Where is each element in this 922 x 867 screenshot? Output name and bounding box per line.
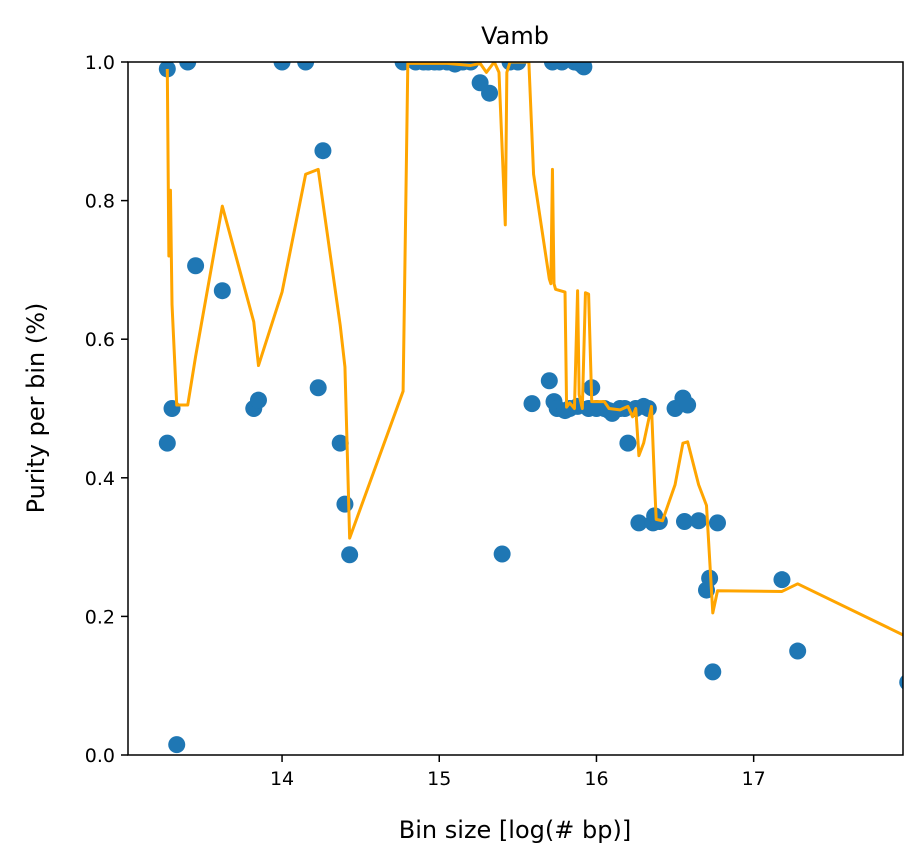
trend-line (165, 62, 903, 637)
scatter-point (575, 62, 593, 76)
scatter-point (630, 514, 648, 532)
scatter-point (158, 434, 176, 452)
y-tick-label: 1.0 (85, 52, 115, 74)
x-tick-label: 16 (584, 768, 608, 790)
scatter-point (168, 736, 186, 754)
y-tick-label: 0.4 (85, 468, 115, 490)
scatter-point (704, 663, 722, 681)
y-tick-label: 0.2 (85, 606, 115, 628)
axes-frame (127, 61, 904, 756)
scatter-point (553, 62, 571, 71)
scatter-point (493, 545, 511, 563)
scatter-point (249, 391, 267, 409)
scatter-point (899, 675, 903, 690)
scatter-point (336, 495, 354, 513)
scatter-point (297, 62, 315, 71)
y-tick-label: 0.6 (85, 329, 115, 351)
scatter-point (309, 379, 327, 397)
scatter-point (481, 84, 499, 102)
chart-title: Vamb (481, 22, 549, 50)
y-tick-label: 0.0 (85, 745, 115, 767)
x-tick-label: 17 (742, 768, 766, 790)
scatter-point (773, 571, 791, 589)
scatter-point (179, 62, 197, 71)
scatter-point (187, 257, 205, 275)
scatter-point (273, 62, 291, 71)
scatter-point (314, 142, 332, 160)
scatter-point (523, 395, 541, 413)
scatter-point (509, 62, 527, 71)
scatter-point (540, 372, 558, 390)
x-axis-label: Bin size [log(# bp)] (399, 816, 631, 844)
scatter-point (213, 282, 231, 300)
x-tick-label: 14 (270, 768, 294, 790)
scatter-point (675, 512, 693, 530)
y-axis-label: Purity per bin (%) (22, 303, 50, 514)
plot-area (158, 62, 903, 754)
scatter-point (341, 546, 359, 564)
scatter-point (789, 642, 807, 660)
x-tick-label: 15 (427, 768, 451, 790)
scatter-point (679, 396, 697, 414)
y-tick-label: 0.8 (85, 191, 115, 213)
axes: 14 15 16 17 0.0 0.2 0.4 0.6 0.8 1.0 (85, 52, 904, 790)
scatter-point (709, 514, 726, 532)
scatter-point (690, 512, 708, 530)
scatter-points (158, 62, 903, 754)
scatter-point (619, 434, 637, 452)
scatter-point (331, 434, 349, 452)
